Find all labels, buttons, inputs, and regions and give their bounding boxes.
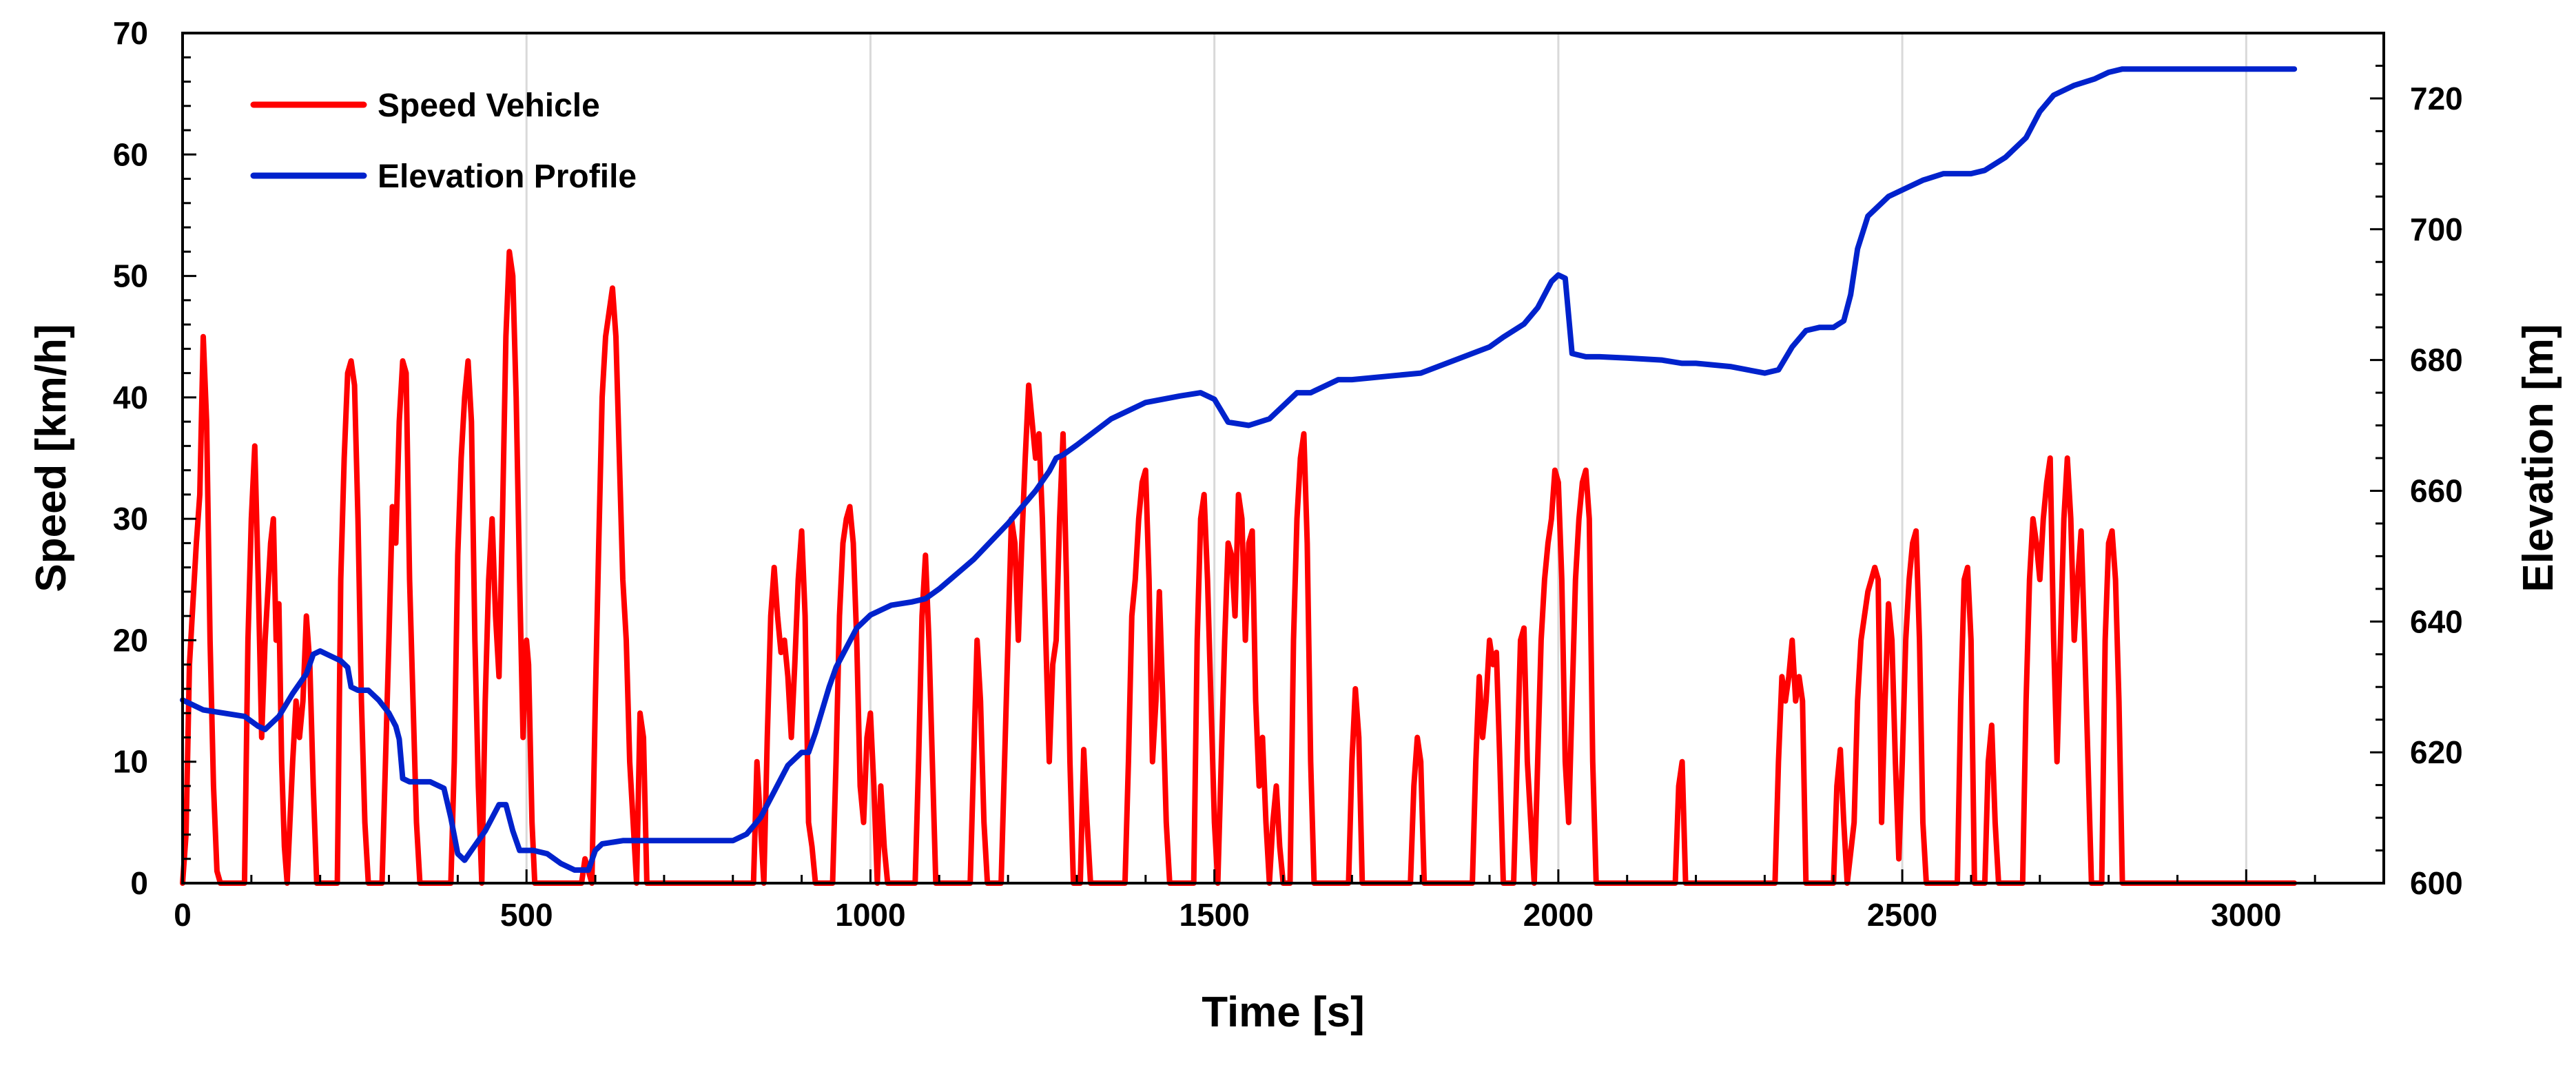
- vertical-gridlines: [525, 33, 2247, 883]
- y-tick-label-40: 40: [113, 380, 148, 415]
- y2-tick-label-600: 600: [2410, 865, 2463, 901]
- y2-axis-title: Elevation [m]: [2515, 324, 2562, 592]
- axis-ticks: 0 500 1000 1500 2000 2500 3000 0 10 20 30 40 50 60 70 6…: [113, 15, 2463, 933]
- x-tick-label-0: 0: [174, 897, 192, 933]
- y-tick-label-50: 50: [113, 258, 148, 294]
- y-tick-label-10: 10: [113, 744, 148, 780]
- legend: Speed Vehicle Elevation Profile: [250, 87, 637, 195]
- series-line-elevation-profile: [180, 66, 2298, 873]
- legend-label-elevation-profile: Elevation Profile: [378, 158, 637, 195]
- y2-tick-label-620: 620: [2410, 734, 2463, 770]
- y2-tick-label-640: 640: [2410, 603, 2463, 639]
- y-tick-label-0: 0: [130, 865, 148, 901]
- x-tick-label-1000: 1000: [835, 897, 905, 933]
- y2-tick-label-680: 680: [2410, 342, 2463, 378]
- x-tick-label-1500: 1500: [1179, 897, 1249, 933]
- x-tick-label-3000: 3000: [2211, 897, 2281, 933]
- y-tick-label-70: 70: [113, 15, 148, 51]
- y2-tick-label-660: 660: [2410, 473, 2463, 508]
- x-tick-label-2500: 2500: [1867, 897, 1937, 933]
- y2-tick-label-720: 720: [2410, 81, 2463, 116]
- x-tick-label-500: 500: [500, 897, 553, 933]
- x-axis-title: Time [s]: [1202, 989, 1365, 1036]
- y-tick-label-30: 30: [113, 501, 148, 537]
- y-axis-title: Speed [km/h]: [28, 324, 75, 592]
- x-tick-label-2000: 2000: [1523, 897, 1594, 933]
- y-tick-label-20: 20: [113, 622, 148, 658]
- legend-label-speed-vehicle: Speed Vehicle: [378, 87, 600, 124]
- y-tick-label-60: 60: [113, 136, 148, 172]
- y2-tick-label-700: 700: [2410, 211, 2463, 247]
